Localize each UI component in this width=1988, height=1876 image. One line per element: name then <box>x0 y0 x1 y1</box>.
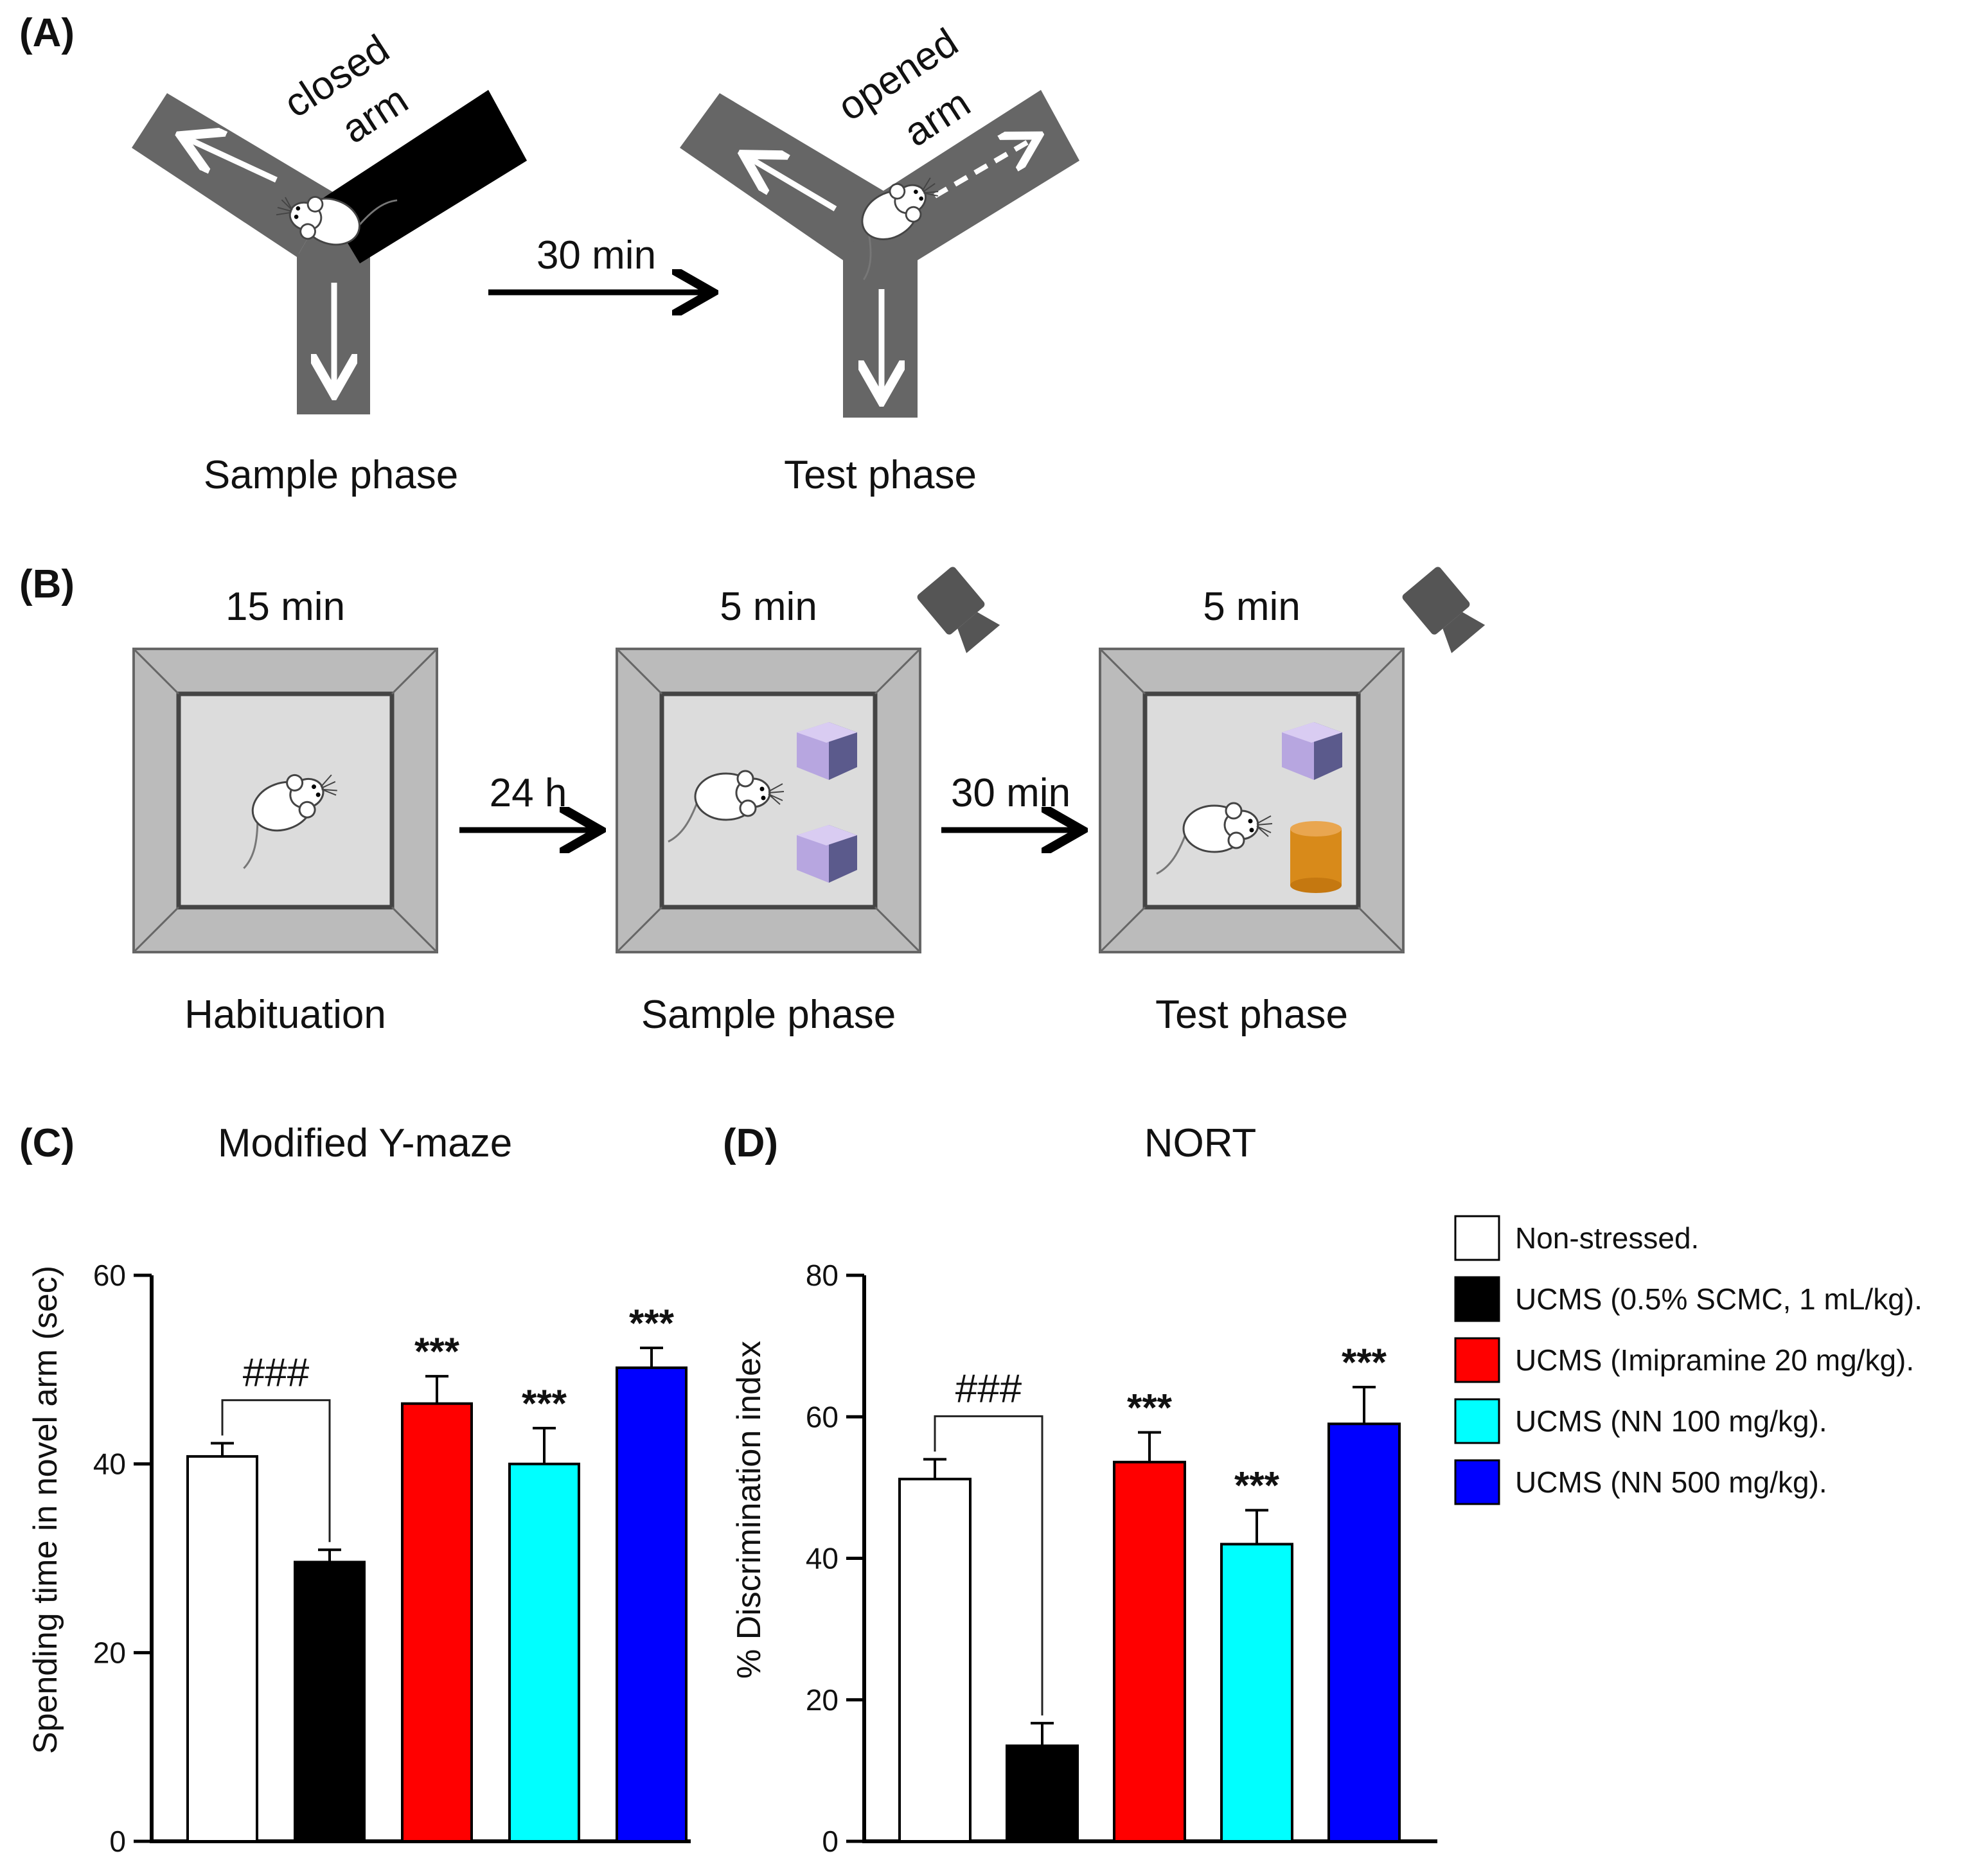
significance-label: *** <box>1342 1341 1387 1384</box>
test-left-arrow <box>749 157 837 211</box>
y-tick-label: 0 <box>822 1825 839 1858</box>
legend-label: UCMS (NN 500 mg/kg). <box>1515 1465 1827 1499</box>
comparison-label: ### <box>955 1367 1022 1411</box>
legend-swatch <box>1454 1398 1500 1444</box>
bar <box>1006 1744 1079 1843</box>
significance-label: *** <box>522 1382 567 1425</box>
chart-d-ylabel: % Discrimination index <box>731 1341 768 1679</box>
comparison-label: ### <box>243 1350 310 1395</box>
caption-sample: Sample phase <box>641 993 896 1037</box>
test-dashed-arrow <box>933 138 1034 199</box>
significance-label: *** <box>414 1330 460 1373</box>
comparison-bracket <box>934 1415 1043 1716</box>
legend-label: Non-stressed. <box>1515 1221 1699 1255</box>
bar <box>1113 1460 1186 1843</box>
duration-habituation: 15 min <box>226 585 345 629</box>
bar <box>616 1366 688 1843</box>
y-tick-label: 20 <box>806 1683 839 1717</box>
object-cylinder-icon <box>1290 821 1342 893</box>
y-tick-label: 40 <box>806 1542 839 1575</box>
y-tick-label: 40 <box>93 1447 126 1481</box>
closed-arm-block <box>321 90 527 263</box>
panel-b: (B) 15 min Habituation 24 h <box>19 562 1486 1037</box>
panel-a-label: (A) <box>19 11 75 55</box>
arena-habituation <box>132 648 438 953</box>
y-tick-label: 20 <box>93 1636 126 1669</box>
y-tick-label: 80 <box>806 1259 839 1292</box>
duration-test: 5 min <box>1203 585 1300 629</box>
bar <box>1327 1422 1401 1843</box>
chart-c-ylabel: Spending time in novel arm (sec) <box>27 1266 64 1754</box>
legend-swatch <box>1454 1459 1500 1505</box>
sample-y-maze <box>132 90 527 414</box>
panel-a: (A) closed arm 30 min opened arm Sample <box>19 11 1079 497</box>
arena-sample <box>616 648 921 953</box>
interval-24h: 24 h <box>490 771 567 815</box>
bar <box>1220 1543 1293 1843</box>
chart-c-title: Modified Y-maze <box>218 1121 512 1165</box>
test-y-maze <box>680 90 1079 418</box>
bar <box>186 1455 258 1843</box>
legend-swatch <box>1454 1337 1500 1383</box>
y-tick-label: 0 <box>109 1825 126 1858</box>
caption-habituation: Habituation <box>184 993 386 1037</box>
panel-b-label: (B) <box>19 562 75 606</box>
panel-c-label: (C) <box>19 1121 75 1165</box>
comparison-bracket <box>221 1399 331 1543</box>
significance-label: *** <box>1127 1386 1173 1429</box>
bar <box>508 1462 580 1843</box>
panel-d: (D) NORT % Discrimination index 0 20 40 60 8… <box>723 1121 1437 1858</box>
legend-label: UCMS (Imipramine 20 mg/kg). <box>1515 1343 1914 1377</box>
bar <box>294 1561 366 1843</box>
bar <box>401 1402 473 1843</box>
legend-label: UCMS (0.5% SCMC, 1 mL/kg). <box>1515 1282 1922 1316</box>
significance-label: *** <box>629 1302 675 1345</box>
legend: Non-stressed. UCMS (0.5% SCMC, 1 mL/kg). U… <box>1454 1215 1922 1505</box>
camera-icon <box>917 567 1000 653</box>
test-phase-caption-a: Test phase <box>784 453 977 497</box>
interval-label-a: 30 min <box>537 233 656 278</box>
bar <box>898 1478 972 1843</box>
y-tick-label: 60 <box>806 1400 839 1433</box>
camera-icon <box>1402 567 1486 653</box>
sample-phase-caption-a: Sample phase <box>204 453 458 497</box>
legend-swatch <box>1454 1215 1500 1261</box>
legend-swatch <box>1454 1276 1500 1322</box>
interval-30min-b: 30 min <box>951 771 1070 815</box>
chart-d-title: NORT <box>1144 1121 1257 1165</box>
y-tick-label: 60 <box>93 1259 126 1292</box>
significance-label: *** <box>1234 1464 1280 1507</box>
arena-test <box>1099 648 1405 953</box>
legend-label: UCMS (NN 100 mg/kg). <box>1515 1404 1827 1438</box>
panel-c: (C) Modified Y-maze Spending time in nov… <box>19 1121 691 1858</box>
chart-d: 0 20 40 60 80 *** *** *** ### <box>806 1259 1437 1858</box>
caption-test: Test phase <box>1155 993 1348 1037</box>
sample-left-arrow <box>186 138 278 183</box>
duration-sample: 5 min <box>720 585 817 629</box>
chart-c: 0 20 40 60 *** *** *** ### <box>93 1259 691 1858</box>
panel-d-label: (D) <box>723 1121 778 1165</box>
